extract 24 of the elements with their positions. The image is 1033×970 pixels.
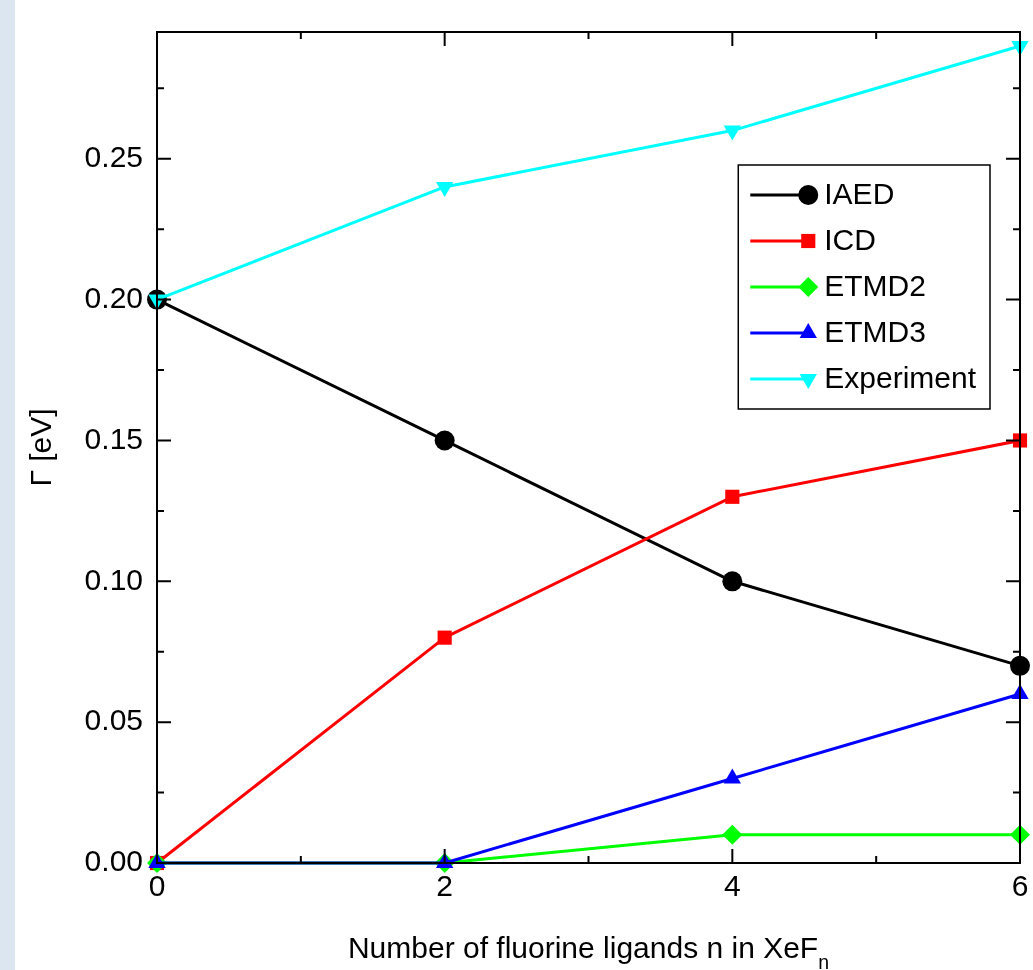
y-tick-label: 0.05 bbox=[84, 703, 143, 737]
point bbox=[434, 430, 455, 451]
x-tick-label: 6 bbox=[1011, 869, 1029, 903]
point bbox=[436, 181, 454, 197]
legend-label: Experiment bbox=[824, 361, 977, 395]
point bbox=[723, 125, 741, 141]
y-axis-title: Γ [eV] bbox=[24, 408, 57, 487]
legend-label: ICD bbox=[824, 223, 876, 257]
y-tick-label: 0.10 bbox=[84, 562, 143, 596]
legend-label: ETMD3 bbox=[824, 315, 926, 349]
point bbox=[722, 824, 743, 845]
x-tick-label: 0 bbox=[148, 869, 166, 903]
legend-label: ETMD2 bbox=[824, 269, 926, 303]
x-tick-label: 4 bbox=[723, 869, 741, 903]
point bbox=[437, 630, 452, 645]
point bbox=[722, 571, 743, 592]
point bbox=[723, 768, 741, 784]
legend-label: IAED bbox=[824, 177, 895, 211]
y-tick-label: 0.20 bbox=[84, 280, 143, 314]
y-tick-label: 0.00 bbox=[84, 844, 143, 878]
point bbox=[725, 489, 740, 504]
y-tick-label: 0.25 bbox=[84, 140, 143, 174]
y-tick-label: 0.15 bbox=[84, 421, 143, 455]
x-tick-label: 2 bbox=[436, 869, 454, 903]
